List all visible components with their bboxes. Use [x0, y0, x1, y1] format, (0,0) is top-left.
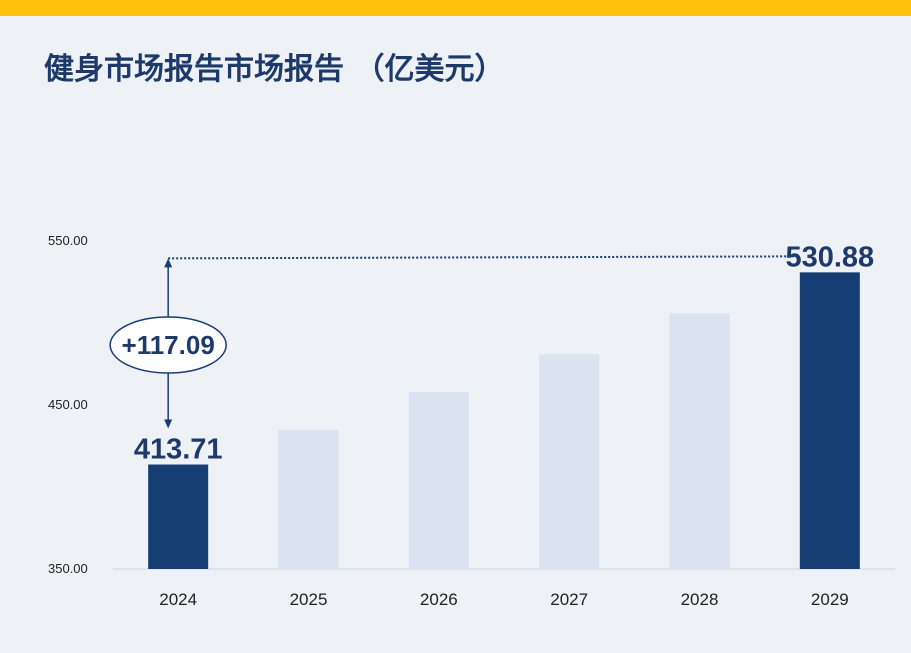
arrow-down-head: [164, 419, 173, 429]
value-label-2029: 530.88: [785, 241, 874, 273]
arrow-up-head: [164, 258, 173, 268]
difference-ellipse: [109, 316, 227, 374]
reference-dotted-line: [168, 255, 798, 260]
x-tick-label: 2028: [681, 590, 719, 609]
difference-label: +117.09: [122, 330, 215, 360]
y-tick-label: 550.00: [48, 233, 88, 248]
bar-2028: [669, 313, 730, 569]
bar-2027: [539, 354, 600, 569]
value-label-2024: 413.71: [134, 434, 223, 466]
y-tick-label: 350.00: [48, 561, 88, 576]
x-tick-label: 2024: [159, 590, 197, 609]
bar-2024: [148, 464, 209, 569]
y-tick-label: 450.00: [48, 397, 88, 412]
x-tick-label: 2025: [290, 590, 328, 609]
bar-2025: [278, 429, 339, 569]
bar-2029: [799, 272, 860, 569]
x-tick-label: 2027: [550, 590, 588, 609]
bar-2026: [408, 391, 469, 569]
x-tick-label: 2029: [811, 590, 849, 609]
chart-title: 健身市场报告市场报告 （亿美元）: [44, 52, 505, 87]
top-accent-bar: [0, 0, 911, 16]
x-tick-label: 2026: [420, 590, 458, 609]
